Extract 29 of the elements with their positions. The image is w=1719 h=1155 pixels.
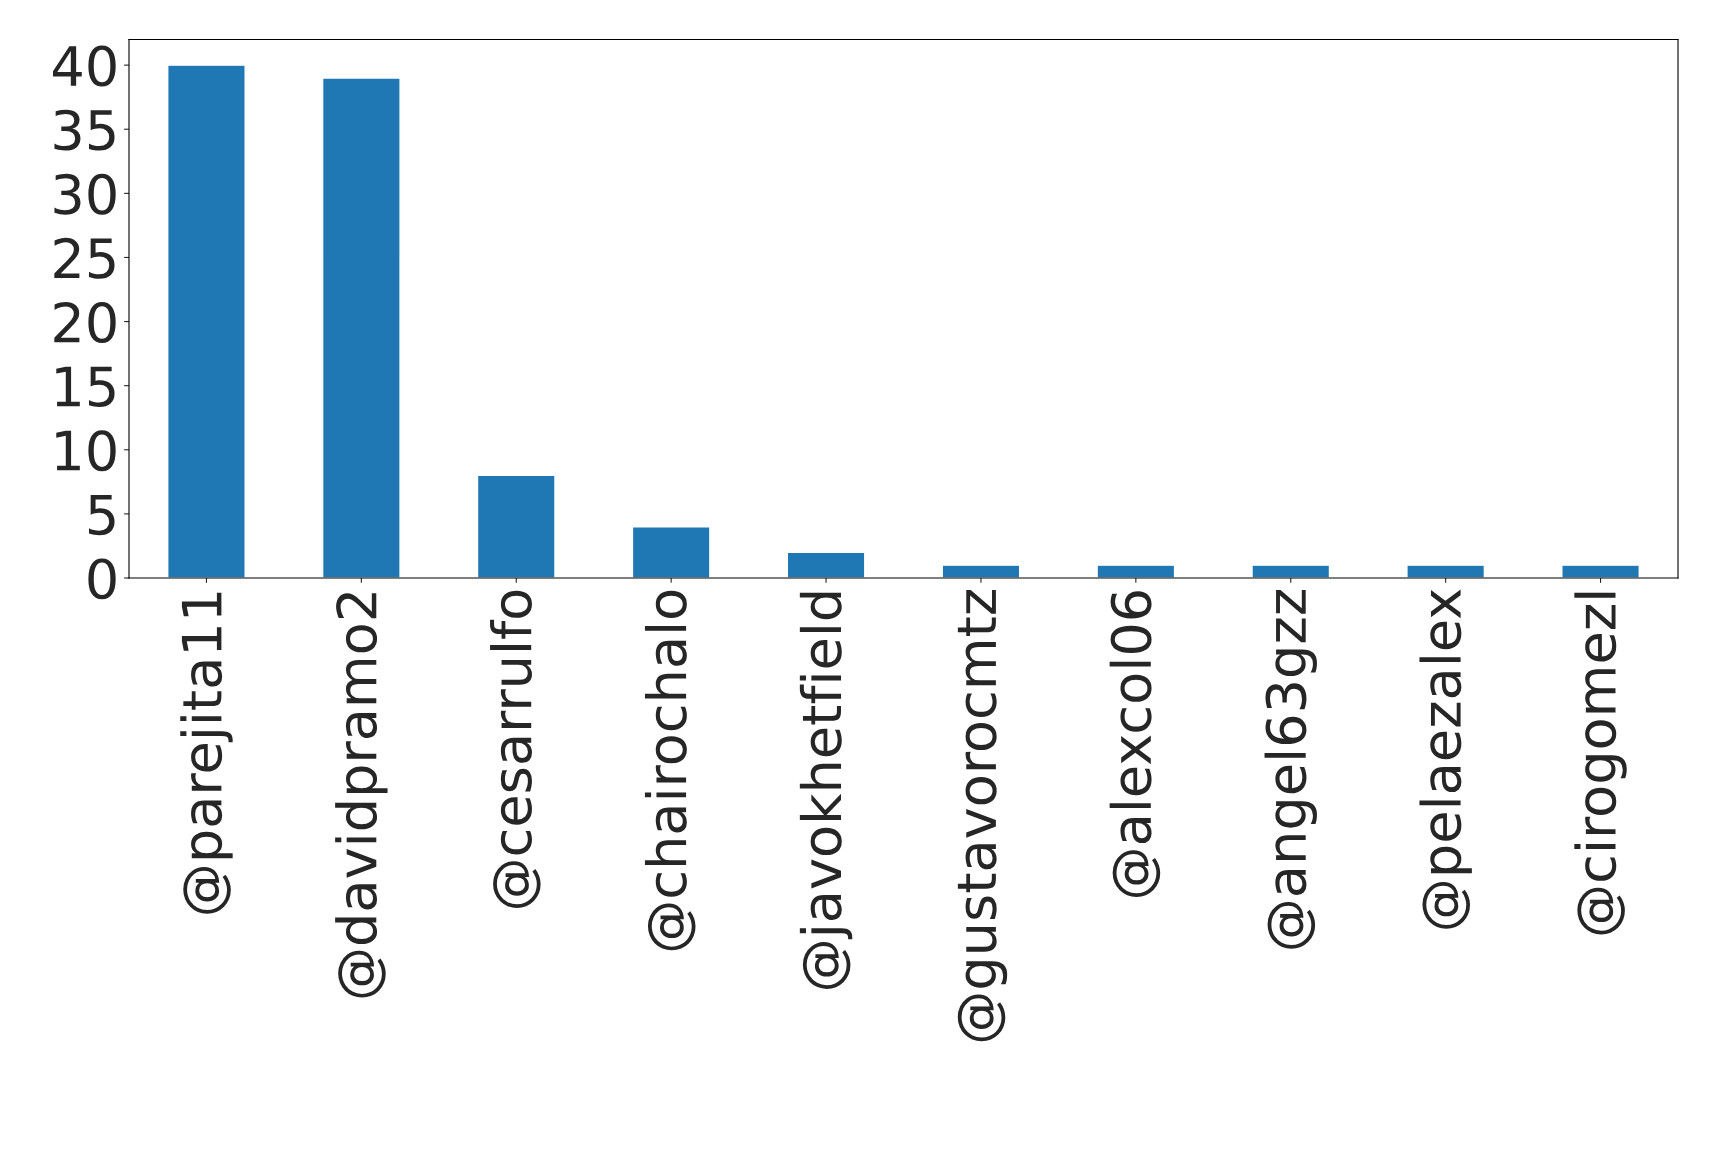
bar bbox=[631, 526, 711, 578]
bar bbox=[1096, 564, 1176, 578]
y-tick-label: 15 bbox=[56, 366, 115, 408]
x-tick-label: @angel63gzz bbox=[1264, 590, 1317, 949]
bar bbox=[941, 564, 1021, 578]
x-tick-label: @pelaezalex bbox=[1419, 589, 1472, 929]
bar bbox=[1561, 564, 1640, 578]
y-tick-label: 25 bbox=[54, 237, 115, 279]
y-tick-label: 10 bbox=[56, 430, 116, 472]
x-tick-label: @davidpramo2 bbox=[335, 593, 388, 998]
x-tick-label: @gustavorocmtz bbox=[957, 590, 1008, 1042]
x-tick-label: @parejita11 bbox=[180, 592, 233, 914]
bar bbox=[786, 551, 866, 578]
bar bbox=[321, 77, 401, 578]
bar bbox=[1406, 564, 1486, 578]
y-tick-label: 5 bbox=[89, 494, 115, 536]
bar bbox=[167, 64, 246, 578]
y-tick-label: 30 bbox=[54, 173, 116, 215]
y-tick-label: 40 bbox=[53, 45, 116, 87]
bar bbox=[476, 474, 556, 578]
y-tick-label: 0 bbox=[88, 558, 116, 600]
x-tick-label: @alexcol06 bbox=[1109, 591, 1161, 897]
x-tick-label: @cirogomezl bbox=[1574, 592, 1627, 935]
x-tick-label: @cesarrulfo bbox=[490, 590, 541, 909]
y-tick-label: 35 bbox=[54, 109, 115, 151]
bar bbox=[1251, 564, 1331, 578]
y-tick-label: 20 bbox=[54, 301, 116, 343]
x-tick-label: @chairochalo bbox=[644, 590, 696, 951]
x-tick-label: @javokhetfield bbox=[799, 592, 853, 989]
